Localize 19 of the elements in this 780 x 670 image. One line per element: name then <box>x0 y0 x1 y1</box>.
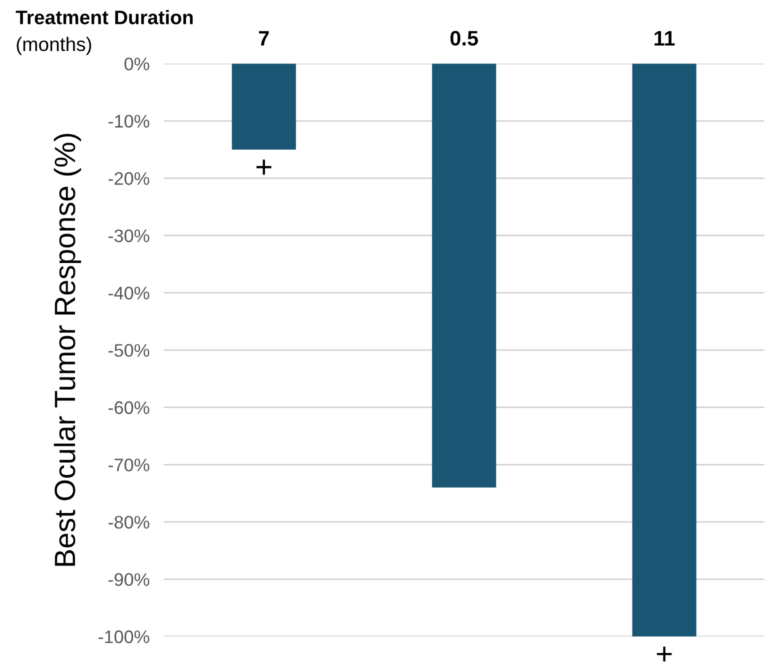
annotation: 0.5 <box>450 30 478 46</box>
annotation: + <box>256 160 272 175</box>
y-tick-label: -70% <box>108 458 150 472</box>
y-tick-label: -20% <box>108 172 150 185</box>
chart-title: Treatment Duration <box>16 10 193 24</box>
y-tick-label: -100% <box>98 630 150 644</box>
y-tick-label: -30% <box>108 229 150 242</box>
y-tick-label: -60% <box>108 401 150 414</box>
y-tick-label: -80% <box>108 516 150 529</box>
y-tick-label: -50% <box>108 344 150 357</box>
y-tick-label: -90% <box>108 573 150 586</box>
annotation: 7 <box>259 31 269 46</box>
y-tick-label: -10% <box>108 114 150 128</box>
chart-subtitle: (months) <box>16 36 92 55</box>
y-tick-label: -40% <box>108 286 150 300</box>
y-tick-label: 0% <box>124 58 150 70</box>
annotation: 11 <box>654 31 675 46</box>
annotation: + <box>656 646 672 662</box>
y-axis-title: Best Ocular Tumor Response (%) <box>54 134 82 566</box>
